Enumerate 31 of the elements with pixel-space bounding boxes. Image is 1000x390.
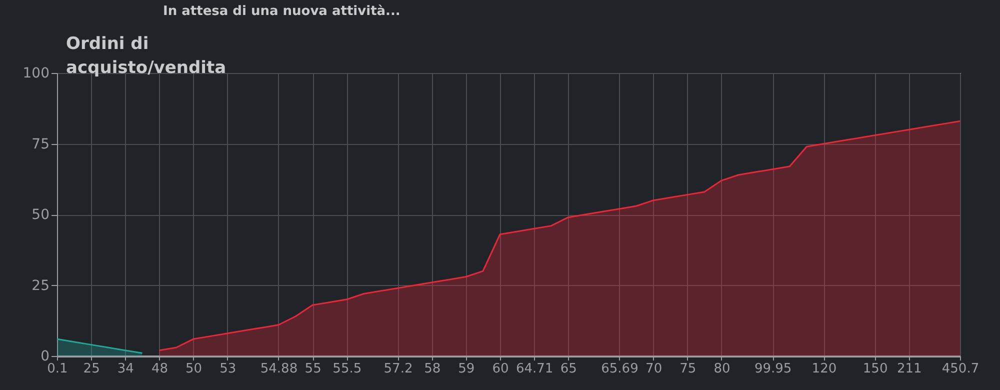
x-tick-label: 211 <box>896 362 922 376</box>
y-tick-label: 50 <box>32 207 50 223</box>
chart-title: Ordini di acquisto/vendita <box>66 34 226 78</box>
x-tick-label: 80 <box>714 362 730 376</box>
text: In attesa di una nuova attività... <box>163 4 400 19</box>
x-tick-label: 55.5 <box>332 362 362 376</box>
x-tick-label: 65.69 <box>601 362 638 376</box>
x-tick-label: 59 <box>458 362 475 376</box>
x-tick-label: 50 <box>186 362 202 376</box>
x-tick-label: 65 <box>560 362 577 376</box>
x-tick-label: 53 <box>220 362 236 376</box>
x-tick-label: 48 <box>151 362 168 376</box>
x-tick-label: 60 <box>492 362 509 376</box>
x-tick-label: 0.1 <box>47 362 68 376</box>
x-tick-label: 25 <box>83 362 100 376</box>
x-tick-label: 75 <box>680 362 696 376</box>
y-tick-label: 25 <box>32 278 50 294</box>
y-tick-label: 75 <box>32 136 50 152</box>
x-tick-label: 450.7 <box>942 362 980 376</box>
y-tick-label: 100 <box>22 66 50 82</box>
x-tick-label: 99.95 <box>754 362 792 376</box>
x-tick-label: 150 <box>862 362 888 376</box>
x-tick-label: 57.2 <box>384 362 413 376</box>
x-tick-label: 55 <box>304 362 322 376</box>
x-tick-label: 54.88 <box>260 362 298 376</box>
x-tick-label: 64.71 <box>516 362 554 376</box>
y-tick-label: 0 <box>40 348 50 364</box>
x-tick-label: 70 <box>646 362 662 376</box>
x-tick-label: 58 <box>424 362 441 376</box>
x-tick-label: 34 <box>117 362 134 376</box>
x-tick-label: 120 <box>812 362 837 376</box>
